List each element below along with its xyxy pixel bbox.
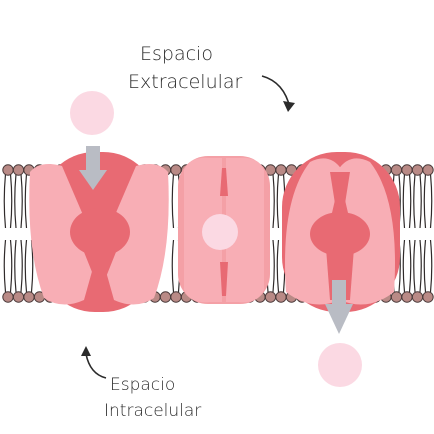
lipid-head <box>159 291 172 303</box>
lipid-head <box>390 164 403 176</box>
lipid-tail <box>423 173 427 229</box>
lipid-head <box>2 291 14 303</box>
lipid-head <box>2 164 14 176</box>
transport-arrow-down-icon <box>79 146 107 190</box>
lipid-tail <box>24 173 28 229</box>
bound-molecule <box>202 214 238 250</box>
transporter-left-pocket <box>70 208 130 256</box>
lipid-tail <box>408 239 412 293</box>
lipid-tail <box>14 239 17 293</box>
lipid-tail <box>9 173 13 229</box>
lipid-tail <box>423 239 427 293</box>
molecule-extracellular <box>70 91 114 135</box>
lipid-head <box>422 291 434 303</box>
transport-arrow-down-icon <box>325 280 353 334</box>
curved-arrow-up-icon-head <box>81 346 91 356</box>
lipid-head <box>264 291 277 303</box>
lipid-tail <box>413 239 416 293</box>
transporter-right-pocket <box>310 212 370 256</box>
transporter-middle <box>178 156 270 304</box>
extracellular-label-line2: Extracelular <box>128 71 243 93</box>
lipid-head <box>411 164 424 176</box>
transporter-middle-channel-bottom <box>220 262 228 296</box>
lipid-tail <box>402 173 406 229</box>
transporter-right-gate <box>330 172 350 210</box>
lipid-tail <box>402 239 406 293</box>
lipid-head <box>170 291 182 303</box>
lipid-tail <box>429 239 433 293</box>
lipid-head <box>411 291 424 303</box>
lipid-head <box>12 164 25 176</box>
lipid-tail <box>272 239 275 293</box>
lipid-tail <box>14 173 17 229</box>
extracellular-label-line1: Espacio <box>140 43 213 65</box>
lipid-head <box>12 291 25 303</box>
lipid-head <box>23 291 35 303</box>
lipid-tail <box>276 239 280 293</box>
lipid-tail <box>171 173 175 229</box>
lipid-tail <box>413 173 416 229</box>
lipid-tail <box>20 173 23 229</box>
molecule-intracellular <box>318 343 362 387</box>
lipid-tail <box>20 239 23 293</box>
transporter-right <box>282 152 400 312</box>
curved-arrow-down-icon-head <box>283 101 295 112</box>
lipid-head <box>170 164 182 176</box>
lipid-head <box>401 291 413 303</box>
lipid-tails-bottom <box>3 239 433 293</box>
lipid-head <box>401 164 413 176</box>
lipid-tail <box>3 173 7 229</box>
lipid-tail <box>429 173 433 229</box>
transporter-left <box>29 152 169 312</box>
transporter-left-subunit-a <box>29 164 98 305</box>
transporter-left-gate <box>84 252 116 292</box>
lipid-head <box>275 291 287 303</box>
lipid-tail <box>272 173 275 229</box>
lipid-tail <box>276 173 280 229</box>
lipid-head <box>390 291 403 303</box>
lipid-tail <box>24 239 28 293</box>
intracellular-label-line1: Espacio <box>110 375 175 395</box>
lipid-head <box>275 164 287 176</box>
lipid-tail <box>3 239 7 293</box>
transporter-left-subunit-b <box>100 164 169 305</box>
lipid-tail <box>419 173 422 229</box>
lipid-head <box>422 164 434 176</box>
lipid-tail <box>9 239 13 293</box>
lipid-tail <box>419 239 422 293</box>
intracellular-label-line2: Intracelular <box>104 401 201 421</box>
transporter-middle-subunit-b <box>226 157 264 303</box>
lipid-tail <box>408 173 412 229</box>
transporter-middle-channel-top <box>220 168 228 196</box>
lipid-tail <box>171 239 175 293</box>
curved-arrow-up-icon <box>85 353 107 379</box>
